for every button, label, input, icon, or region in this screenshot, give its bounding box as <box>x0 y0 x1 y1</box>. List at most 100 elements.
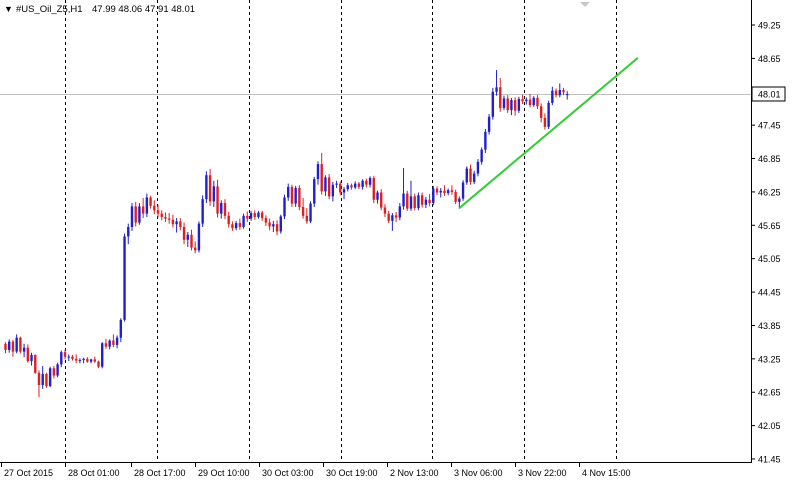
candle-body <box>528 99 532 106</box>
candle <box>108 339 111 350</box>
candle <box>521 94 524 105</box>
candle-body <box>558 90 561 96</box>
candle-body <box>52 368 56 376</box>
candle-body <box>238 223 242 227</box>
candle <box>450 185 454 195</box>
candle-body <box>566 93 569 96</box>
candle <box>380 189 383 211</box>
time-axis[interactable]: 27 Oct 2015 28 Oct 01:00 28 Oct 17:00 29 Oc… <box>1 462 631 478</box>
y-tick-label: 44.45 <box>758 288 781 298</box>
candle-body <box>446 190 450 194</box>
candle <box>246 211 249 222</box>
price-axis[interactable]: 49.25 48.65 48.01 47.45 46.85 46.25 45.65 45.05… <box>751 21 786 465</box>
candle <box>409 180 413 211</box>
trendline[interactable] <box>458 57 639 209</box>
chart-shift-marker-icon[interactable] <box>580 2 590 7</box>
candle <box>190 229 193 251</box>
candle-body <box>353 183 357 188</box>
candle-body <box>290 186 294 204</box>
candle-body <box>216 186 219 214</box>
candle-body <box>275 224 279 232</box>
y-tick-label: 43.25 <box>758 354 781 364</box>
candle-body <box>287 186 290 198</box>
candle <box>175 218 178 233</box>
candle-body <box>562 90 565 93</box>
candle <box>257 210 260 219</box>
candle <box>298 185 301 211</box>
candle-body <box>11 341 15 352</box>
y-tick-label: 43.85 <box>758 321 781 331</box>
candle-body <box>212 186 216 202</box>
candle <box>406 190 409 211</box>
candle <box>234 220 238 231</box>
candle <box>60 350 63 368</box>
candle <box>517 96 521 113</box>
candle-body <box>324 177 327 192</box>
candle <box>205 171 208 204</box>
candle-body <box>313 179 316 204</box>
candle-body <box>153 205 156 211</box>
candle-body <box>97 361 100 367</box>
candle <box>130 203 134 231</box>
candle-body <box>339 183 342 193</box>
candle <box>115 335 119 349</box>
candle-body <box>521 99 524 102</box>
current-price-label-box <box>751 86 786 102</box>
candle-body <box>45 373 48 387</box>
candle <box>357 181 361 190</box>
candle <box>554 88 558 98</box>
candle <box>476 159 480 177</box>
candle <box>186 231 189 248</box>
candle-body <box>539 106 543 118</box>
candle <box>26 344 30 363</box>
candle <box>413 193 416 211</box>
candle <box>227 211 230 228</box>
candle-body <box>283 197 286 217</box>
x-tick-label: 30 Oct 19:00 <box>326 468 378 478</box>
candle-body <box>145 197 149 214</box>
candles <box>4 70 569 398</box>
candle-body <box>119 319 123 338</box>
candle <box>212 180 216 207</box>
header-arrow-icon[interactable]: ▼ <box>4 4 13 14</box>
candle <box>197 221 201 253</box>
candle-body <box>242 215 245 227</box>
candle-body <box>179 221 182 227</box>
candle-body <box>67 356 70 358</box>
candle <box>93 356 96 363</box>
candle <box>167 213 171 224</box>
candle <box>331 181 335 202</box>
candle <box>86 357 89 363</box>
y-tick-label: 46.85 <box>758 154 781 164</box>
candle-body <box>554 90 558 96</box>
candle-body <box>112 340 115 345</box>
candle-body <box>543 117 547 127</box>
candle <box>495 70 498 96</box>
candle-body <box>491 91 495 117</box>
y-tick-label: 45.65 <box>758 221 781 231</box>
candle <box>350 183 353 190</box>
y-tick-label: 45.05 <box>758 254 781 264</box>
candle-body <box>320 164 323 192</box>
candle <box>547 100 550 130</box>
y-tick-label: 41.45 <box>758 455 781 465</box>
x-tick-label: 27 Oct 2015 <box>4 468 53 478</box>
candle <box>391 213 394 231</box>
candle-body <box>547 102 550 127</box>
candle-body <box>201 199 204 224</box>
candle-body <box>439 190 442 193</box>
candle <box>223 199 227 220</box>
ohlc-values: 47.99 48.06 47.91 48.01 <box>92 4 195 15</box>
candle <box>439 188 442 198</box>
candle-body <box>536 97 539 107</box>
candle <box>510 97 513 116</box>
current-price-label: 48.01 <box>758 89 781 99</box>
candle-body <box>167 218 171 220</box>
candle <box>104 338 108 349</box>
candle <box>238 218 242 230</box>
candle-body <box>361 180 364 187</box>
candle-body <box>365 180 368 185</box>
candle <box>536 95 539 110</box>
